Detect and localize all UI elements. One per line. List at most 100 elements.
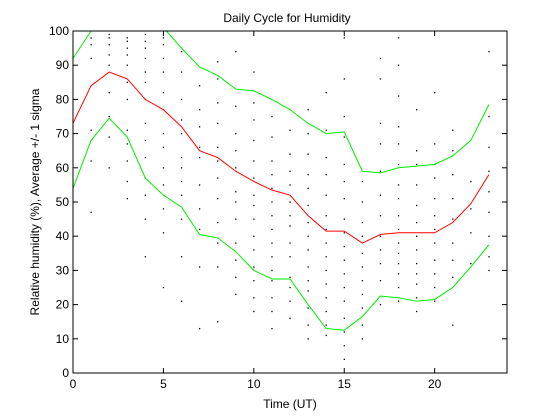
scatter-point [397, 242, 400, 244]
scatter-point [434, 228, 436, 231]
scatter-point [415, 150, 418, 152]
scatter-point [162, 208, 165, 210]
scatter-point [434, 91, 436, 94]
scatter-point [307, 187, 309, 190]
scatter-points [90, 33, 490, 361]
x-axis-ticks: 0 5 10 15 20 [70, 31, 442, 391]
scatter-point [253, 71, 255, 73]
scatter-point [397, 262, 400, 265]
scatter-point [488, 115, 490, 118]
scatter-point [289, 317, 291, 319]
x-tick-label: 15 [338, 377, 352, 391]
scatter-point [452, 276, 454, 278]
scatter-point [253, 310, 255, 313]
y-axis-ticks: 0 10 20 30 40 50 60 70 80 90 100 [49, 24, 507, 380]
scatter-point [415, 297, 418, 299]
scatter-point [253, 235, 255, 237]
scatter-point [397, 64, 400, 66]
scatter-point [271, 136, 273, 138]
scatter-point [361, 201, 364, 203]
scatter-point [488, 211, 490, 213]
y-tick-label: 80 [56, 92, 70, 106]
scatter-point [162, 146, 165, 148]
y-axis-label: Relative humidity (%), Average +/- 1 sig… [28, 88, 42, 315]
scatter-point [126, 160, 128, 162]
scatter-point [434, 177, 436, 179]
scatter-point [434, 273, 436, 275]
scatter-point [379, 262, 382, 265]
scatter-point [235, 242, 237, 244]
scatter-point [343, 232, 345, 234]
scatter-point [452, 259, 454, 261]
scatter-point [361, 266, 364, 268]
scatter-point [271, 160, 273, 162]
scatter-point [126, 180, 128, 183]
scatter-point [415, 221, 418, 224]
scatter-point [325, 334, 327, 337]
scatter-point [343, 197, 345, 200]
y-tick-label: 10 [56, 332, 70, 346]
scatter-point [126, 54, 128, 56]
scatter-point [108, 136, 110, 138]
scatter-point [126, 64, 128, 66]
scatter-point [434, 286, 436, 289]
scatter-point [307, 221, 309, 224]
scatter-point [415, 235, 418, 237]
scatter-point [343, 273, 345, 275]
scatter-point [415, 204, 418, 207]
scatter-point [217, 61, 219, 63]
scatter-point [379, 249, 382, 251]
scatter-point [235, 191, 237, 193]
scatter-point [307, 307, 309, 309]
scatter-point [180, 180, 183, 183]
scatter-point [434, 259, 436, 261]
y-tick-label: 40 [56, 229, 70, 243]
scatter-point [397, 300, 400, 302]
scatter-point [144, 156, 147, 159]
scatter-point [90, 160, 92, 162]
scatter-point [253, 280, 255, 282]
scatter-point [144, 122, 147, 125]
scatter-point [162, 37, 165, 39]
scatter-point [343, 358, 345, 361]
scatter-point [235, 150, 237, 152]
scatter-point [488, 50, 490, 53]
scatter-point [325, 156, 327, 159]
scatter-point [217, 321, 219, 323]
scatter-point [325, 324, 327, 326]
scatter-point [271, 228, 273, 231]
scatter-point [307, 174, 309, 176]
scatter-point [452, 150, 454, 152]
scatter-point [343, 245, 345, 248]
scatter-point [307, 324, 309, 326]
scatter-point [235, 50, 237, 53]
y-tick-label: 90 [56, 58, 70, 72]
scatter-point [343, 37, 345, 39]
scatter-point [343, 345, 345, 347]
scatter-point [361, 293, 364, 296]
scatter-point [217, 242, 219, 244]
scatter-point [217, 122, 219, 125]
scatter-point [434, 197, 436, 200]
scatter-point [307, 249, 309, 251]
scatter-point [325, 297, 327, 299]
scatter-point [217, 146, 219, 148]
scatter-point [180, 167, 183, 169]
scatter-point [253, 160, 255, 162]
scatter-point [325, 256, 327, 258]
scatter-point [217, 160, 219, 162]
scatter-point [307, 133, 309, 135]
scatter-point [434, 242, 436, 244]
scatter-point [325, 194, 327, 196]
scatter-point [253, 102, 255, 104]
scatter-point [361, 180, 364, 183]
series-lines [73, 31, 490, 331]
scatter-point [325, 269, 327, 272]
scatter-point [253, 204, 255, 207]
scatter-point [325, 91, 327, 94]
scatter-point [379, 235, 382, 237]
y-tick-label: 0 [62, 366, 69, 380]
scatter-point [361, 221, 364, 224]
scatter-point [343, 317, 345, 319]
